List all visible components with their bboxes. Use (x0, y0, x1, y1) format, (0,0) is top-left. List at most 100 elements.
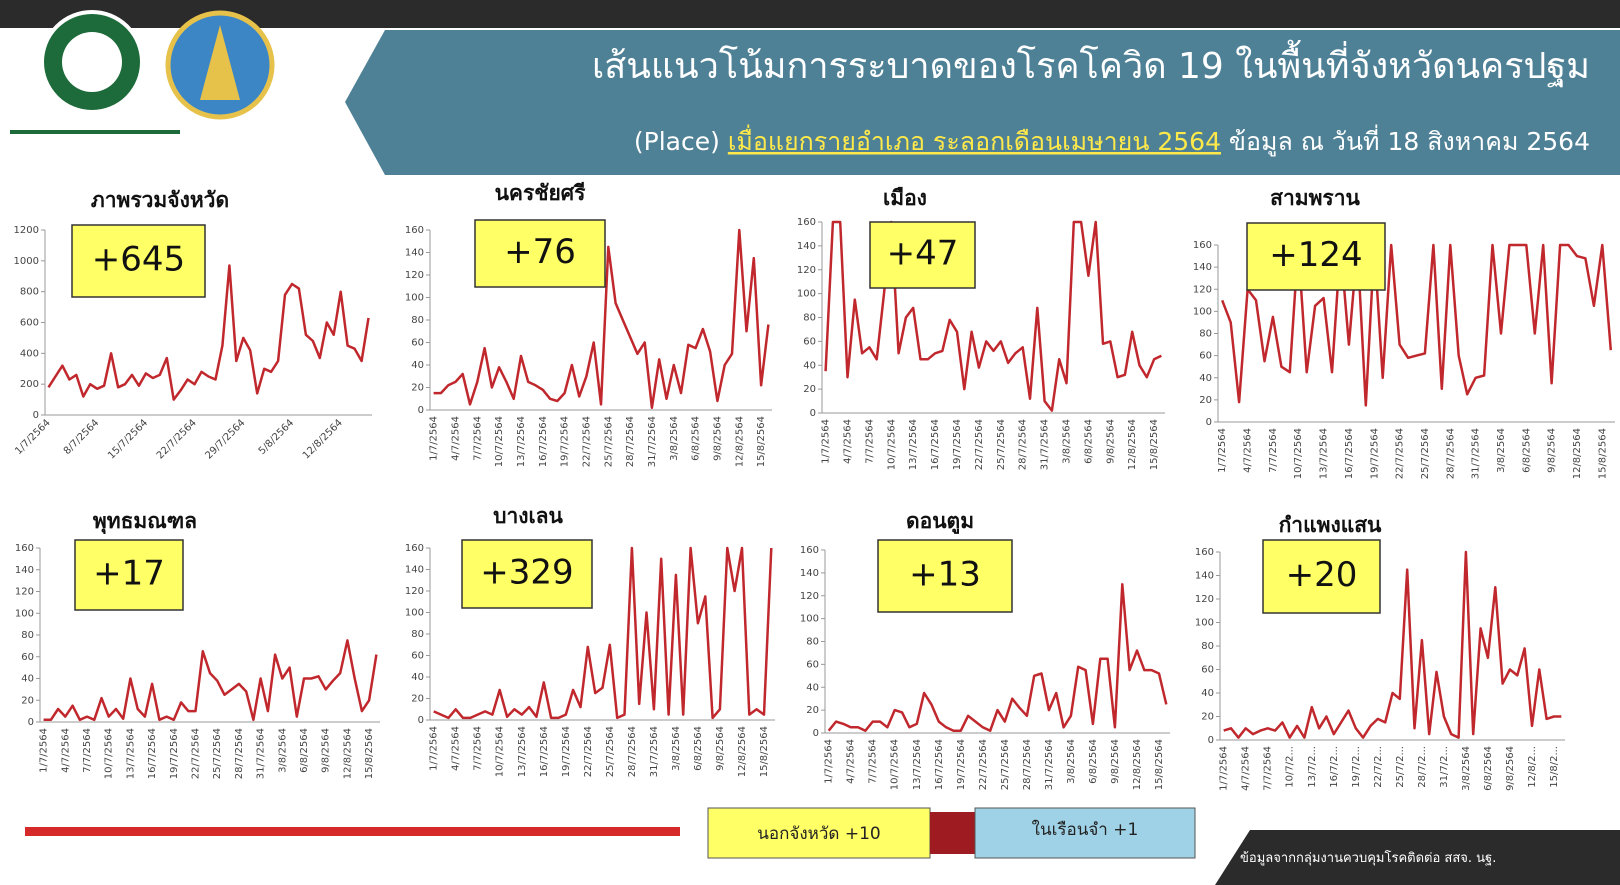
x-tick-label: 9/8/2564 (1105, 419, 1116, 464)
x-tick-label: 16/7/2564 (539, 726, 550, 777)
x-tick-label: 10/7/2564 (890, 739, 901, 790)
y-tick-label: 120 (15, 587, 34, 598)
x-tick-label: 28/7/2564 (1018, 419, 1029, 470)
data-line (1221, 243, 1613, 407)
footer-red-line (25, 827, 680, 836)
x-tick-label: 16/7/2564 (147, 728, 158, 779)
x-tick-label: 9/8/2564 (1110, 739, 1121, 784)
x-tick-label: 12/8/2564 (342, 728, 353, 779)
x-tick-label: 25/7/2564 (1000, 739, 1011, 790)
x-tick-label: 28/7/2564 (234, 728, 245, 779)
y-tick-label: 100 (405, 293, 424, 304)
x-tick-label: 25/7/2564 (212, 728, 223, 779)
y-tick-label: 160 (1193, 240, 1212, 251)
x-tick-label: 19/7/2564 (560, 416, 571, 467)
y-tick-label: 80 (1199, 329, 1212, 340)
y-tick-label: 160 (405, 225, 424, 236)
x-tick-label: 28/7/2564 (1022, 739, 1033, 790)
x-tick-label: 3/8/2564 (1496, 428, 1507, 473)
chart-title: ดอนตูม (906, 509, 974, 535)
header-subtitle: (Place) เมื่อแยกรายอำเภอ ระลอกเดือนเมษาย… (634, 124, 1590, 157)
x-tick-label: 9/8/2564 (715, 726, 726, 771)
x-tick-label: 19/7/2564 (561, 726, 572, 777)
x-tick-label: 6/8/2564 (299, 728, 310, 773)
x-tick-label: 15/8/2... (1549, 746, 1560, 788)
x-tick-label: 4/7/2564 (1243, 428, 1254, 473)
chart-title: กำแพงแสน (1279, 513, 1382, 537)
x-tick-label: 31/7/2564 (256, 728, 267, 779)
x-tick-label: 15/8/2564 (1597, 428, 1608, 479)
x-tick-label: 4/7/2564 (451, 726, 462, 771)
y-tick-label: 160 (405, 543, 424, 554)
outside-box (707, 807, 931, 859)
y-tick-label: 80 (1201, 641, 1214, 652)
subtitle-suffix: ข้อมูล ณ วันที่ 18 สิงหาคม 2564 (1221, 124, 1590, 157)
x-tick-label: 19/7/2564 (1369, 428, 1380, 479)
badge-box (877, 539, 1013, 613)
x-tick-label: 7/7/2564 (82, 728, 93, 773)
x-tick-label: 31/7/2564 (1471, 428, 1482, 479)
x-tick-label: 6/8/2564 (1483, 746, 1494, 791)
x-tick-label: 16/7/2564 (538, 416, 549, 467)
badge: +13 (909, 555, 981, 595)
data-line (433, 546, 773, 720)
x-tick-label: 31/7/2564 (1040, 419, 1051, 470)
y-tick-label: 140 (800, 568, 819, 579)
x-tick-label: 15/8/2564 (1149, 419, 1160, 470)
x-tick-label: 25/7/2564 (1420, 428, 1431, 479)
x-tick-label: 15/8/2564 (759, 726, 770, 777)
y-tick-label: 200 (20, 379, 39, 390)
y-tick-label: 60 (411, 651, 424, 662)
x-tick-label: 28/7/2564 (627, 726, 638, 777)
y-tick-label: 20 (1199, 395, 1212, 406)
y-tick-label: 60 (21, 652, 34, 663)
x-tick-label: 3/8/2564 (1061, 419, 1072, 464)
x-tick-label: 1/7/2564 (429, 416, 440, 461)
x-tick-label: 10/7/2... (1285, 746, 1296, 788)
x-tick-label: 4/7/2564 (60, 728, 71, 773)
badge: +645 (92, 240, 185, 280)
chart: นครชัยศรี 0 20 40 60 80 100 120 140 160 1/7/2564 4/… (405, 181, 772, 467)
badge-box (1262, 539, 1381, 614)
y-tick-label: 140 (15, 565, 34, 576)
x-tick-label: 4/7/2564 (846, 739, 857, 784)
x-tick-label: 19/7/2564 (956, 739, 967, 790)
in-prison: ในเรือนจำ +1 (1032, 819, 1139, 840)
chart: บางเลน 0 20 40 60 80 100 120 140 160 1/7/2564 4/7/2… (405, 504, 775, 777)
x-tick-label: 7/7/2564 (1268, 428, 1279, 473)
x-tick-label: 13/7/2564 (516, 416, 527, 467)
y-tick-label: 100 (797, 289, 816, 300)
x-tick-label: 3/8/2564 (1066, 739, 1077, 784)
x-tick-label: 12/8/2564 (1572, 428, 1583, 479)
y-tick-label: 20 (1201, 712, 1214, 723)
x-tick-label: 12/8/2564 (1132, 739, 1143, 790)
y-tick-label: 140 (405, 565, 424, 576)
x-tick-label: 1/7/2564 (429, 726, 440, 771)
y-tick-label: 80 (806, 637, 819, 648)
x-tick-label: 25/7/2... (1395, 746, 1406, 788)
data-line (1223, 550, 1562, 739)
y-tick-label: 20 (411, 694, 424, 705)
x-tick-label: 31/7/2... (1439, 746, 1450, 788)
x-tick-label: 25/7/2564 (603, 416, 614, 467)
x-tick-label: 6/8/2564 (1521, 428, 1532, 473)
x-tick-label: 9/8/2564 (1547, 428, 1558, 473)
badge-box (461, 539, 593, 609)
y-tick-label: 120 (405, 270, 424, 281)
x-tick-label: 1/7/2564 (1217, 428, 1228, 473)
y-tick-label: 120 (797, 265, 816, 276)
y-tick-label: 0 (813, 728, 819, 739)
x-tick-label: 31/7/2564 (1044, 739, 1055, 790)
y-tick-label: 20 (803, 384, 816, 395)
y-tick-label: 20 (411, 383, 424, 394)
badge: +329 (480, 553, 573, 593)
x-tick-label: 7/7/2564 (473, 726, 484, 771)
x-tick-label: 9/8/2564 (321, 728, 332, 773)
y-tick-label: 800 (20, 287, 39, 298)
y-tick-label: 120 (1193, 284, 1212, 295)
y-tick-label: 100 (405, 608, 424, 619)
y-tick-label: 0 (33, 410, 39, 421)
x-tick-label: 9/8/2564 (1505, 746, 1516, 791)
x-tick-label: 6/8/2564 (1088, 739, 1099, 784)
